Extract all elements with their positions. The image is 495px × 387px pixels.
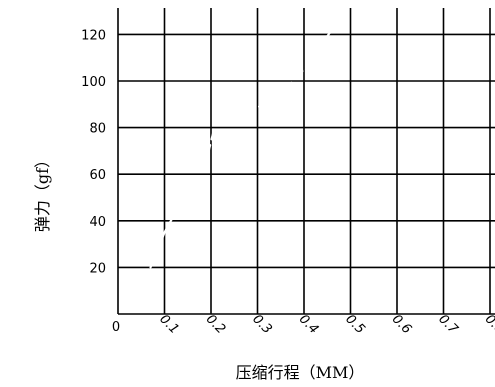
x-tick-label: 0.7 (435, 312, 461, 338)
x-tick-label: 0.6 (389, 312, 414, 337)
y-tick-label: 60 (89, 168, 106, 183)
x-tick-labels: 0 0.1 0.2 0.3 0.4 0.5 0.6 0.7 0.8 (112, 312, 495, 338)
y-axis-title: 弹力（gf） (33, 152, 52, 232)
y-tick-label: 80 (89, 122, 106, 137)
x-axis-title: 压缩行程（MM） (236, 363, 365, 382)
y-tick-label: 40 (89, 215, 106, 230)
x-tick-label: 0.2 (203, 312, 228, 337)
y-tick-label: 20 (89, 261, 106, 276)
x-tick-label: 0.4 (296, 312, 321, 337)
y-tick-label: 120 (81, 28, 106, 43)
x-tick-label: 0.8 (482, 312, 495, 337)
x-tick-label: 0 (112, 320, 120, 335)
x-tick-label: 0.5 (342, 312, 367, 337)
y-tick-labels: 20 40 60 80 100 120 (81, 28, 106, 276)
x-tick-label: 0.3 (249, 312, 274, 337)
grid (117, 8, 495, 315)
y-tick-label: 100 (81, 75, 106, 90)
x-tick-label: 0.1 (156, 312, 181, 337)
series-group (149, 28, 333, 269)
